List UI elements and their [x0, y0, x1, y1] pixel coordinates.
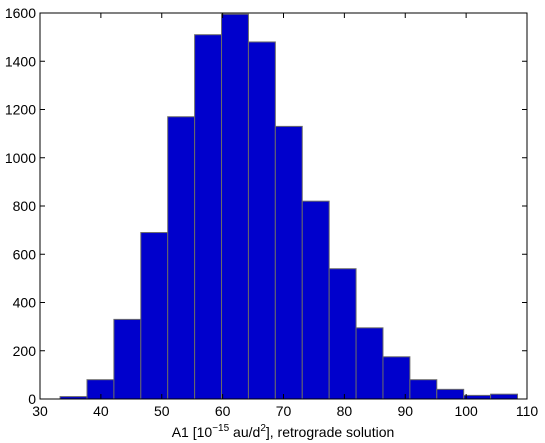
y-tick-label: 1400 [5, 53, 36, 69]
x-axis-label: A1 [10−15 au/d2], retrograde solution [172, 423, 395, 440]
bar [355, 327, 384, 400]
x-tick-label: 80 [337, 403, 353, 419]
x-tick-label: 50 [154, 403, 170, 419]
bar [113, 318, 142, 400]
x-axis-label-superscript: 2 [260, 423, 266, 434]
y-tick-label: 1600 [5, 5, 36, 21]
x-tick-label: 100 [454, 403, 478, 419]
bar [436, 388, 465, 400]
y-tick-label: 1200 [5, 102, 36, 118]
bar [301, 200, 330, 400]
bar [328, 268, 357, 400]
x-axis-label-part: au/d [229, 424, 260, 440]
bar [167, 116, 196, 400]
x-axis-label-superscript: −15 [212, 423, 229, 434]
x-tick-label: 60 [215, 403, 231, 419]
x-tick-label: 110 [516, 403, 539, 419]
bar [463, 394, 492, 400]
x-axis-label-part: ], retrograde solution [266, 424, 394, 440]
x-tick-label: 70 [276, 403, 292, 419]
x-tick-label: 30 [32, 403, 48, 419]
bar [409, 379, 438, 400]
bar [221, 13, 249, 400]
x-tick-label: 40 [93, 403, 109, 419]
y-tick-label: 600 [13, 246, 37, 262]
y-tick-label: 1000 [5, 150, 36, 166]
y-tick-label: 400 [13, 295, 37, 311]
bar [382, 356, 411, 400]
y-tick-label: 200 [13, 343, 37, 359]
x-tick-label: 90 [397, 403, 413, 419]
y-tick-label: 800 [13, 198, 37, 214]
bar [274, 125, 303, 400]
bar [490, 393, 519, 400]
y-tick-label: 0 [28, 391, 36, 407]
bar [140, 232, 169, 400]
bar [247, 41, 276, 400]
x-axis-label-part: A1 [10 [172, 424, 213, 440]
bar [194, 34, 223, 400]
